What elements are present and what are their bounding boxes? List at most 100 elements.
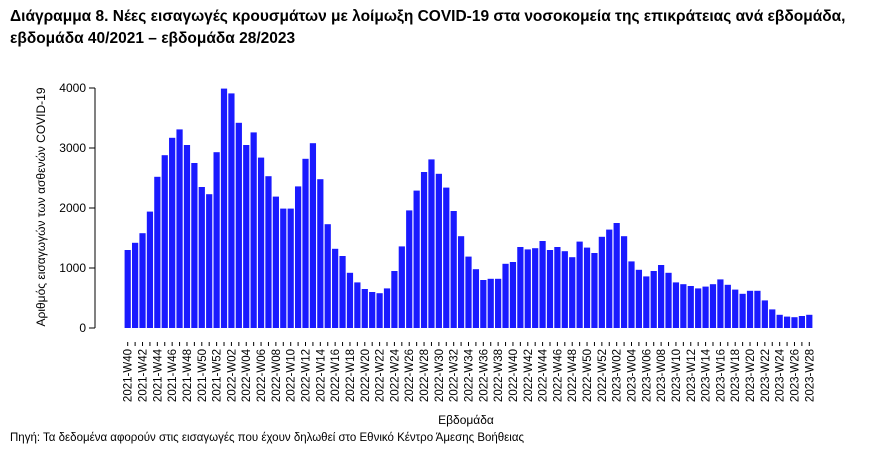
bar [287, 208, 294, 328]
bar [539, 241, 546, 328]
bar [235, 122, 242, 328]
x-tick-label: 2022-W52 [597, 349, 609, 402]
bar [294, 186, 302, 328]
bar [643, 276, 650, 328]
x-tick-label: 2021-W50 [197, 349, 209, 402]
x-tick-label: 2023-W18 [730, 349, 742, 402]
x-tick-label: 2021-W42 [138, 349, 150, 402]
y-tick-label: 4000 [59, 81, 86, 95]
bar [695, 288, 702, 328]
bar [583, 247, 591, 328]
x-tick-label: 2023-W06 [641, 349, 653, 402]
bar [576, 241, 583, 328]
bar [272, 196, 279, 328]
x-tick-label: 2023-W16 [715, 349, 727, 402]
bar [724, 284, 731, 328]
bar [480, 280, 487, 328]
x-tick-label: 2023-W24 [775, 348, 787, 402]
bar [154, 176, 161, 328]
bar [428, 159, 435, 328]
bar [139, 233, 146, 328]
bar [680, 284, 687, 328]
bar [332, 248, 339, 328]
bar [769, 309, 776, 328]
bar [732, 289, 739, 328]
y-tick-label: 0 [79, 321, 86, 335]
x-tick-label: 2023-W10 [671, 349, 683, 402]
x-tick-label: 2022-W08 [271, 349, 283, 402]
x-tick-label: 2022-W22 [375, 349, 387, 402]
bar [776, 314, 783, 328]
x-tick-label: 2022-W40 [508, 349, 520, 402]
x-tick-label: 2021-W52 [212, 349, 224, 402]
x-tick-label: 2022-W20 [360, 349, 372, 402]
source-note: Πηγή: Τα δεδομένα αφορούν στις εισαγωγές… [10, 432, 525, 444]
bar [376, 293, 383, 328]
bar [658, 265, 665, 328]
bar [628, 261, 635, 328]
bar [309, 143, 317, 328]
bar [257, 157, 265, 328]
bar [457, 236, 465, 328]
bar [413, 190, 420, 328]
bar [369, 292, 376, 328]
bar [746, 290, 754, 328]
bar [280, 208, 287, 328]
x-tick-label: 2023-W02 [612, 349, 624, 402]
bar [191, 163, 198, 328]
x-tick-label: 2023-W08 [656, 349, 668, 402]
bar [176, 129, 183, 328]
bar [650, 271, 657, 328]
bar [554, 247, 561, 328]
bar [398, 246, 405, 328]
bar [420, 172, 428, 328]
x-tick-label: 2022-W10 [286, 349, 298, 402]
x-tick-label: 2023-W14 [701, 348, 713, 402]
bar [524, 249, 531, 328]
bar [672, 282, 680, 328]
bar [783, 316, 791, 328]
bar [383, 288, 391, 328]
bar [546, 250, 554, 328]
y-tick-label: 1000 [59, 261, 86, 275]
y-axis-label: Αριθμός εισαγωγών των ασθενών COVID-19 [34, 87, 48, 326]
bar [169, 137, 176, 328]
bar [635, 269, 643, 328]
bar [502, 263, 509, 328]
bar [220, 88, 228, 328]
bar [591, 253, 598, 328]
bar [472, 269, 480, 328]
x-tick-label: 2022-W30 [434, 349, 446, 402]
x-tick-label: 2022-W24 [389, 348, 401, 402]
bar [324, 224, 331, 328]
x-tick-label: 2022-W18 [345, 349, 357, 402]
x-tick-label: 2022-W38 [493, 349, 505, 402]
bar [302, 158, 309, 328]
bar [198, 187, 205, 328]
bar [228, 93, 235, 329]
bar [717, 279, 724, 328]
x-tick-label: 2022-W48 [567, 349, 579, 402]
bar [346, 272, 354, 328]
bar [124, 250, 131, 328]
bar [265, 176, 272, 328]
x-tick-label: 2022-W14 [315, 348, 327, 402]
x-tick-label: 2022-W02 [226, 349, 238, 402]
bar [487, 278, 494, 328]
bar [532, 248, 539, 328]
bar [161, 155, 168, 328]
bar [702, 286, 709, 328]
x-tick-label: 2021-W46 [167, 349, 179, 402]
bar [761, 300, 768, 328]
x-tick-label: 2023-W22 [760, 349, 772, 402]
x-tick-label: 2021-W40 [123, 349, 135, 402]
x-tick-label: 2022-W46 [552, 349, 564, 402]
x-tick-label: 2022-W34 [464, 348, 476, 402]
x-tick-label: 2021-W44 [152, 348, 164, 402]
bar [495, 278, 502, 328]
y-axis: 0 1000 2000 3000 4000 [59, 81, 96, 335]
bar [561, 251, 568, 328]
bar [606, 229, 613, 328]
bar [613, 223, 620, 328]
